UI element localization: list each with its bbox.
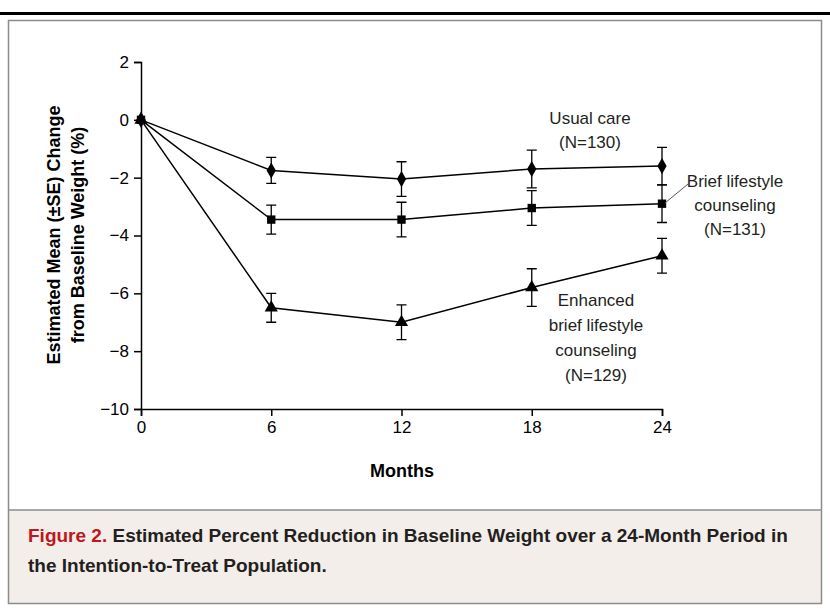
series-label: counseling — [694, 196, 775, 215]
series — [134, 112, 668, 339]
y-tick-label: −4 — [110, 226, 129, 245]
y-tick-label: 0 — [120, 111, 129, 130]
y-tick-label: −6 — [110, 284, 129, 303]
error-bar — [527, 191, 537, 226]
series-label: (N=130) — [559, 133, 621, 152]
y-tick: −8 — [110, 342, 141, 361]
y-tick-label: −2 — [110, 169, 129, 188]
y-tick: −10 — [100, 400, 141, 419]
y-tick: −6 — [110, 284, 141, 303]
top-rule — [0, 12, 830, 15]
error-bar — [657, 185, 667, 223]
series-line — [141, 120, 662, 322]
marker — [525, 280, 538, 291]
series-label: (N=129) — [565, 366, 627, 385]
x-tick-label: 24 — [653, 418, 672, 437]
marker — [267, 162, 276, 178]
series-label: Usual care — [549, 109, 630, 128]
y-tick: −4 — [110, 226, 141, 245]
title: Estimated Percent Reduction in Baseline … — [28, 525, 788, 576]
error-bar — [266, 205, 276, 234]
x-tick-mark — [401, 409, 403, 416]
marker — [527, 161, 536, 177]
marker — [397, 215, 405, 223]
marker — [134, 112, 147, 123]
series-label: (N=131) — [704, 220, 766, 239]
error-bar — [527, 150, 537, 188]
series-label: brief lifestyle — [549, 316, 643, 335]
marker — [655, 248, 668, 259]
marker — [657, 158, 666, 174]
y-tick-mark — [134, 293, 141, 295]
error-bar — [397, 202, 407, 237]
marker — [397, 171, 406, 187]
marker — [395, 315, 408, 326]
y-axis: −10 −8 −6 −4 −2 0 2 — [100, 53, 141, 419]
series-label: Brief lifestyle — [687, 172, 783, 191]
series-label: counseling — [555, 341, 636, 360]
error-bar — [657, 147, 667, 185]
marker — [265, 300, 278, 311]
x-axis-title: Months — [370, 461, 434, 481]
y-tick: −2 — [110, 169, 141, 188]
y-axis-title: Estimated Mean (±SE) Change — [44, 106, 64, 365]
frame — [9, 21, 822, 604]
y-tick-mark — [134, 351, 141, 353]
x-tick-label: 0 — [137, 418, 146, 437]
y-tick-mark — [134, 235, 141, 237]
marker — [528, 204, 536, 212]
x-tick-label: 12 — [393, 418, 412, 437]
x-axis: 0 6 12 18 24 — [137, 409, 672, 437]
y-tick-label: −8 — [110, 342, 129, 361]
error-bar — [397, 162, 407, 197]
y-axis-title: from Baseline Weight (%) — [68, 127, 88, 344]
x-axis-line — [142, 410, 663, 417]
y-tick-mark — [134, 409, 141, 411]
error-bar — [266, 157, 276, 183]
x-tick: 0 — [137, 409, 146, 437]
x-tick-label: 18 — [523, 418, 542, 437]
caption-background — [9, 510, 821, 603]
space — [107, 525, 112, 546]
x-tick: 6 — [267, 409, 276, 437]
caption: Figure 2. Estimated Percent Reduction in… — [28, 521, 808, 581]
y-tick-label: −10 — [100, 400, 129, 419]
x-tick-mark — [141, 409, 143, 416]
chart: −10 −8 −6 −4 −2 0 2 0 6 12 18 24 Months Estimated Mea… — [0, 0, 830, 610]
x-tick-mark — [271, 409, 273, 416]
label-leader — [665, 184, 688, 203]
y-tick-mark — [134, 177, 141, 179]
series-label: Enhanced — [558, 291, 635, 310]
y-tick-mark — [134, 62, 141, 64]
plot-area — [134, 112, 668, 340]
x-tick: 18 — [523, 409, 542, 437]
y-tick: 2 — [120, 53, 141, 72]
x-tick: 24 — [653, 409, 672, 437]
caption-divider — [9, 509, 821, 511]
x-tick: 12 — [393, 409, 412, 437]
series — [137, 116, 667, 237]
marker — [658, 200, 666, 208]
x-tick-mark — [532, 409, 534, 416]
marker — [267, 215, 275, 223]
figure-label: Figure 2. — [28, 525, 107, 546]
x-tick-mark — [662, 409, 664, 416]
y-tick-label: 2 — [120, 53, 129, 72]
x-tick-label: 6 — [267, 418, 276, 437]
